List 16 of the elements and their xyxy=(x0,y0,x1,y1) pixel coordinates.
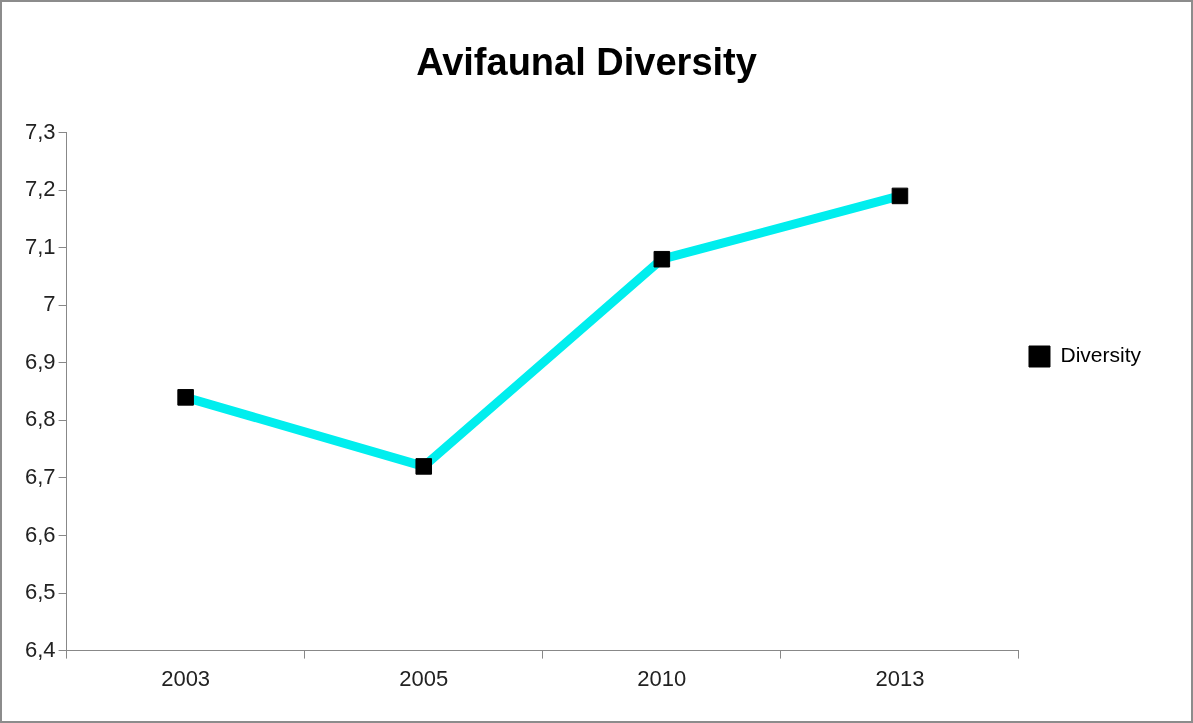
x-tick-label: 2003 xyxy=(161,665,211,691)
y-tick-label: 7,3 xyxy=(24,118,56,144)
y-tick-label: 7,2 xyxy=(24,176,56,202)
chart-title: Avifaunal Diversity xyxy=(416,41,757,84)
x-tick-label: 2005 xyxy=(399,665,449,691)
x-tick-label: 2010 xyxy=(637,665,687,691)
y-tick-label: 6,4 xyxy=(24,636,56,662)
y-tick-label: 6,5 xyxy=(24,579,56,605)
y-tick-label: 7,1 xyxy=(24,233,56,259)
y-tick-label: 6,8 xyxy=(24,406,56,432)
y-tick-label: 6,6 xyxy=(24,521,56,547)
y-tick-label: 6,9 xyxy=(24,348,56,374)
legend-label: Diversity xyxy=(1060,343,1142,367)
x-tick-label: 2013 xyxy=(875,665,925,691)
y-tick-label: 6,7 xyxy=(24,464,56,489)
y-tick-label: 7 xyxy=(43,291,56,317)
